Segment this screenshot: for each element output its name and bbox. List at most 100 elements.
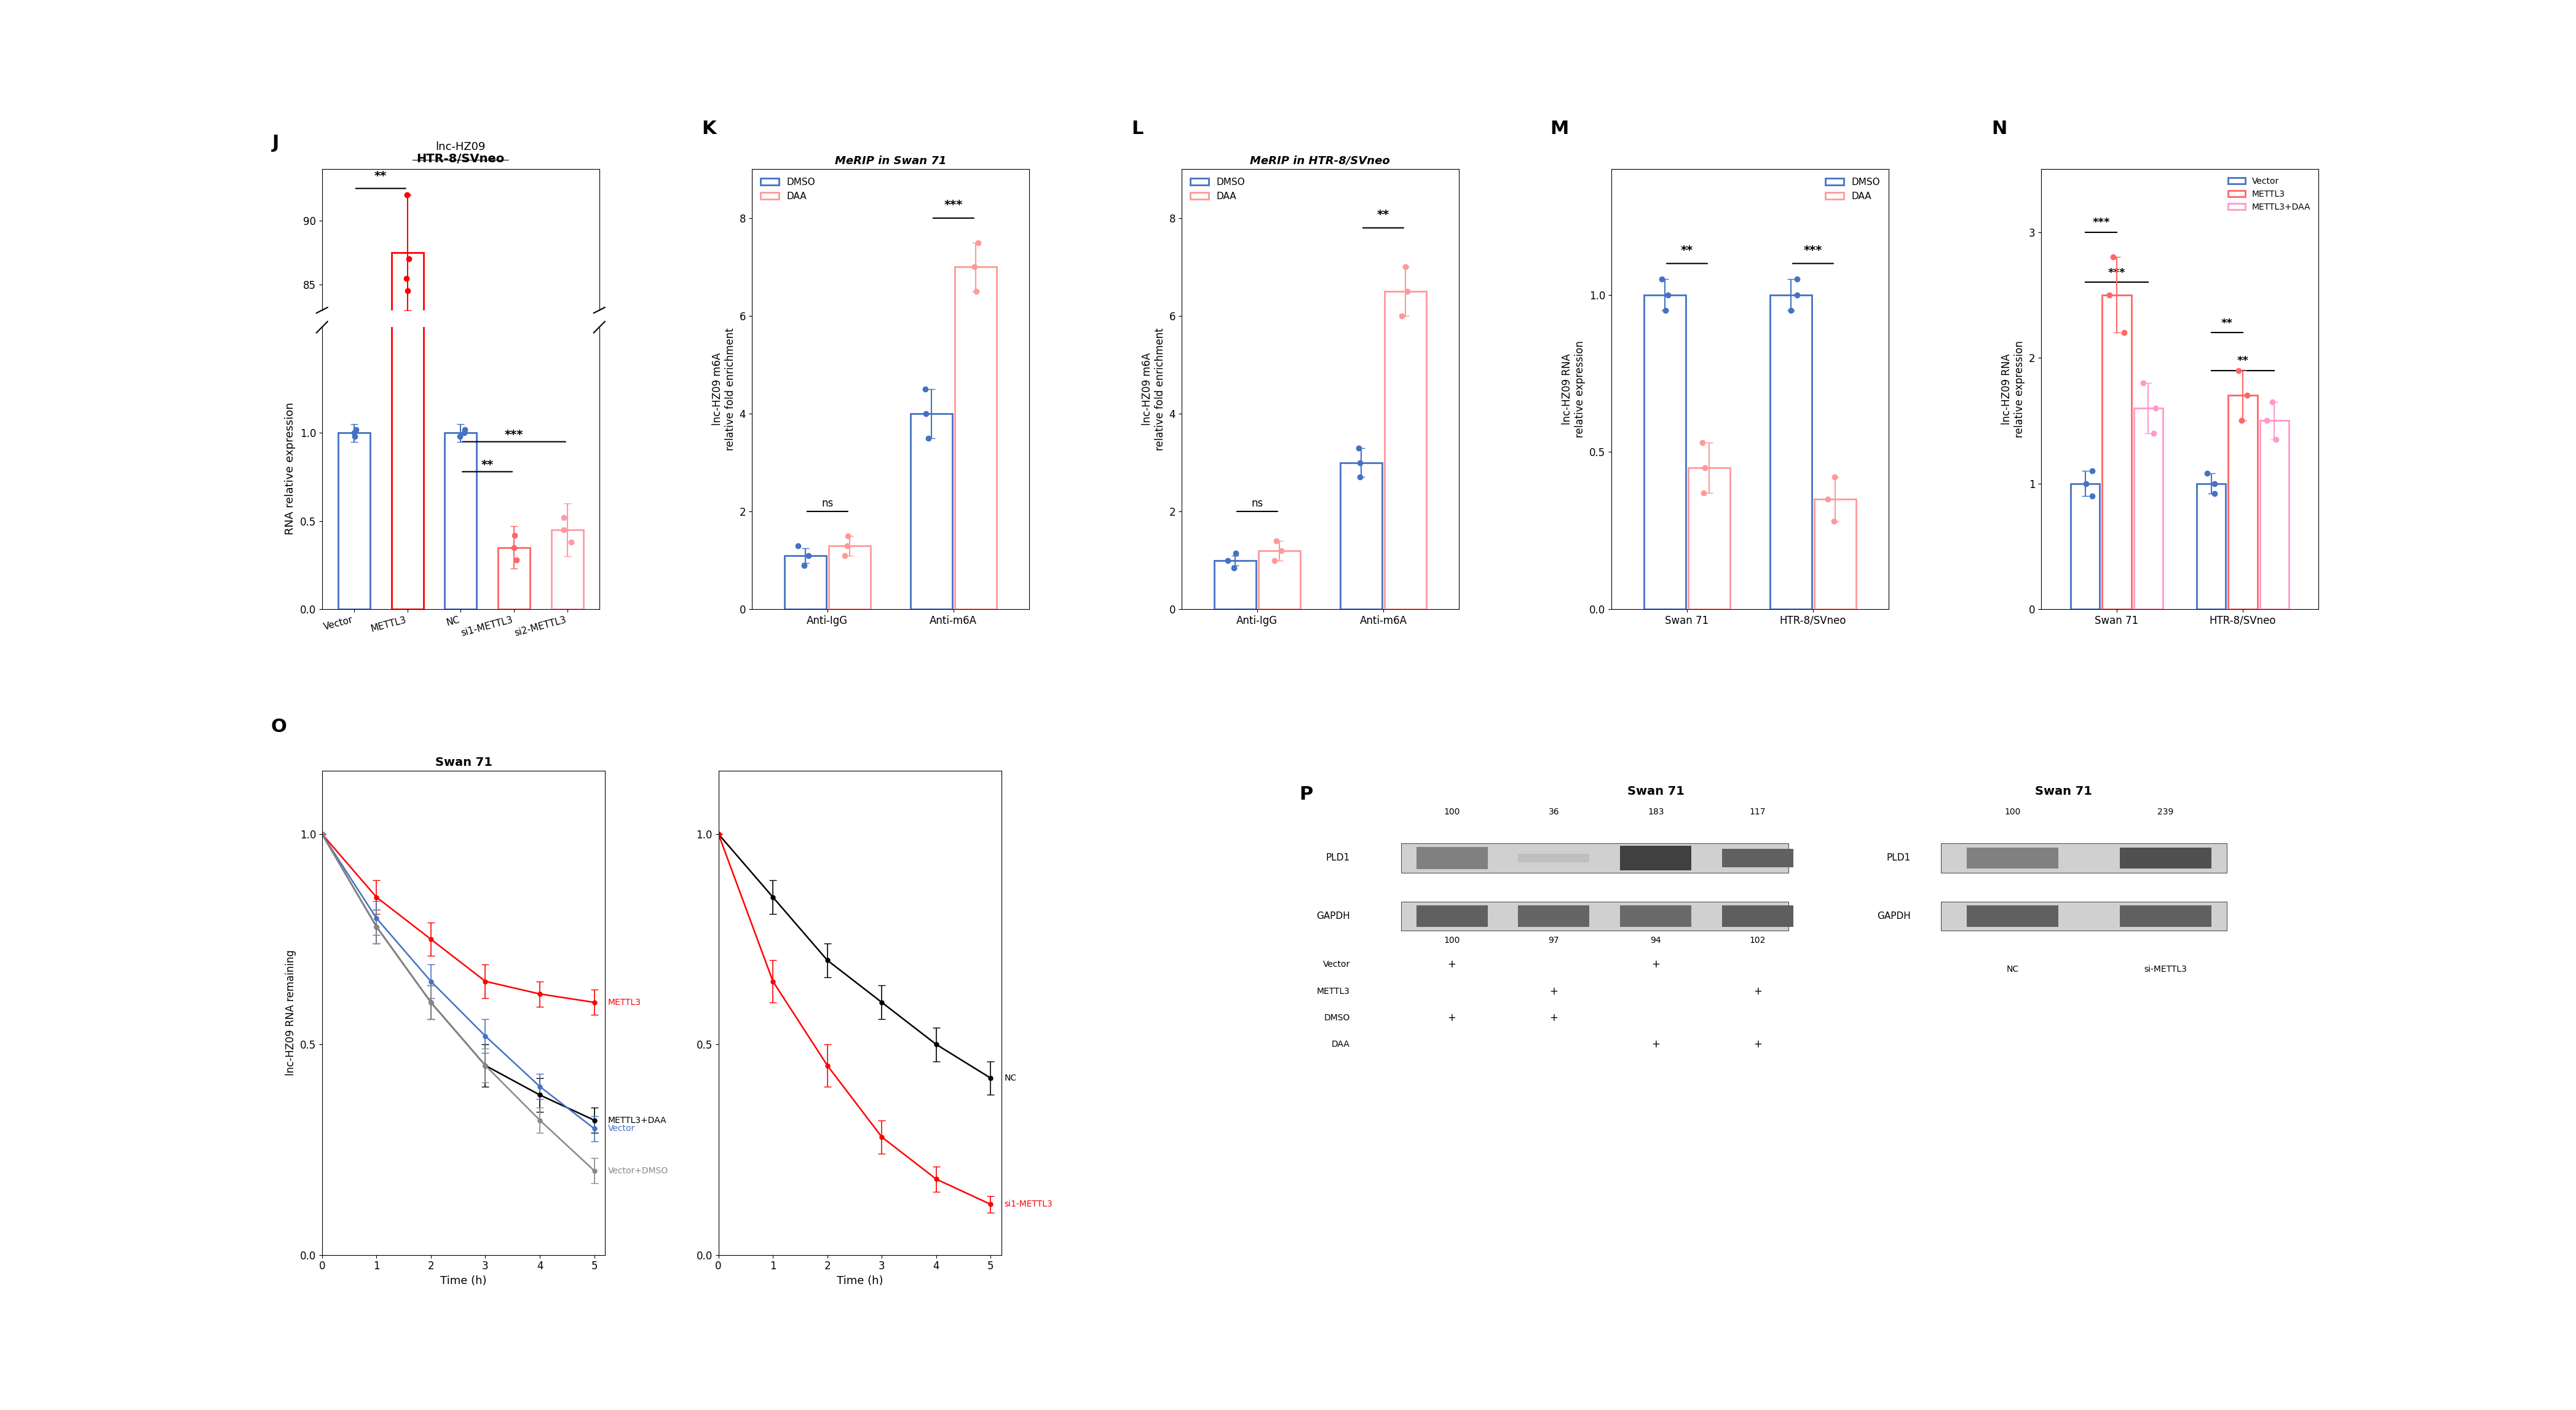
Text: METTL3: METTL3 xyxy=(608,998,641,1007)
Text: 239: 239 xyxy=(2156,808,2174,816)
Text: +: + xyxy=(1651,959,1659,970)
Bar xyxy=(786,556,827,609)
Text: 97: 97 xyxy=(1548,936,1558,945)
Bar xyxy=(1417,905,1486,926)
Text: 94: 94 xyxy=(1651,936,1662,945)
Legend: DMSO, DAA: DMSO, DAA xyxy=(1188,173,1249,204)
Bar xyxy=(1687,468,1731,609)
Bar xyxy=(909,413,953,609)
Bar xyxy=(2133,407,2164,609)
Title: MeRIP in HTR-8/SVneo: MeRIP in HTR-8/SVneo xyxy=(1249,155,1391,166)
Text: +: + xyxy=(1551,1012,1558,1024)
Text: 36: 36 xyxy=(1548,808,1558,816)
Y-axis label: lnc-HZ09 m6A
relative fold enrichment: lnc-HZ09 m6A relative fold enrichment xyxy=(1141,327,1164,451)
Text: si-METTL3: si-METTL3 xyxy=(2143,964,2187,974)
Text: Swan 71: Swan 71 xyxy=(2035,785,2092,797)
Title: HTR-8/SVneo: HTR-8/SVneo xyxy=(417,154,505,165)
Text: ***: *** xyxy=(2092,217,2110,228)
Text: NC: NC xyxy=(1005,1074,1018,1083)
Bar xyxy=(1770,295,1811,609)
Bar xyxy=(497,547,531,609)
Text: +: + xyxy=(1551,986,1558,997)
Bar xyxy=(1620,846,1692,870)
Text: **: ** xyxy=(374,171,386,182)
Bar xyxy=(1383,292,1427,609)
FancyBboxPatch shape xyxy=(1401,843,1788,873)
Bar xyxy=(1965,905,2058,926)
Text: ns: ns xyxy=(1252,498,1262,509)
Bar xyxy=(829,546,871,609)
Text: PLD1: PLD1 xyxy=(1327,853,1350,863)
Text: **: ** xyxy=(1378,209,1388,220)
Text: M: M xyxy=(1551,120,1569,138)
Bar xyxy=(551,1369,582,1375)
Bar xyxy=(2197,484,2226,609)
Text: Swan 71: Swan 71 xyxy=(1628,785,1685,797)
Text: ***: *** xyxy=(1803,245,1821,257)
Text: L: L xyxy=(1131,120,1144,138)
Text: NC: NC xyxy=(2007,964,2020,974)
Bar xyxy=(497,1371,531,1375)
Text: GAPDH: GAPDH xyxy=(1316,911,1350,921)
Text: +: + xyxy=(1754,986,1762,997)
Y-axis label: lnc-HZ09 RNA remaining: lnc-HZ09 RNA remaining xyxy=(286,950,296,1076)
Bar xyxy=(2259,420,2290,609)
Bar xyxy=(337,1362,371,1375)
Text: 100: 100 xyxy=(1443,936,1461,945)
Text: lnc-HZ09: lnc-HZ09 xyxy=(435,141,487,152)
Text: METTL3: METTL3 xyxy=(1316,987,1350,995)
Text: **: ** xyxy=(2236,355,2249,367)
FancyBboxPatch shape xyxy=(1401,901,1788,931)
Text: N: N xyxy=(1991,120,2007,138)
Text: si1-METTL3: si1-METTL3 xyxy=(1005,1200,1054,1208)
Bar xyxy=(337,433,371,609)
FancyBboxPatch shape xyxy=(1942,843,2226,873)
Text: Vector+DMSO: Vector+DMSO xyxy=(608,1166,667,1175)
Bar xyxy=(551,530,582,609)
Text: ***: *** xyxy=(505,429,523,441)
Legend: DMSO, DAA: DMSO, DAA xyxy=(1821,173,1883,204)
Bar xyxy=(1213,560,1257,609)
Bar xyxy=(1340,462,1381,609)
Text: 100: 100 xyxy=(1443,808,1461,816)
Y-axis label: lnc-HZ09 RNA
relative expression: lnc-HZ09 RNA relative expression xyxy=(1561,341,1587,437)
Text: ns: ns xyxy=(822,498,832,509)
Text: PLD1: PLD1 xyxy=(1886,853,1911,863)
Text: P: P xyxy=(1298,785,1314,804)
Bar xyxy=(956,266,997,609)
Legend: DMSO, DAA: DMSO, DAA xyxy=(757,173,819,204)
Text: DAA: DAA xyxy=(1332,1041,1350,1049)
Bar xyxy=(2120,905,2210,926)
X-axis label: Time (h): Time (h) xyxy=(837,1276,884,1286)
Text: METTL3+DAA: METTL3+DAA xyxy=(608,1115,667,1125)
Text: **: ** xyxy=(482,458,495,471)
Text: +: + xyxy=(1448,1012,1455,1024)
Bar xyxy=(2228,395,2257,609)
Bar xyxy=(1721,905,1793,926)
Text: 117: 117 xyxy=(1749,808,1767,816)
Text: DMSO: DMSO xyxy=(1324,1014,1350,1022)
Text: J: J xyxy=(273,134,278,152)
Text: Vector: Vector xyxy=(608,1124,636,1134)
Text: Vector: Vector xyxy=(1321,960,1350,969)
Text: **: ** xyxy=(2221,317,2233,329)
Text: **: ** xyxy=(1680,245,1692,257)
Text: 183: 183 xyxy=(1649,808,1664,816)
Text: +: + xyxy=(1651,1039,1659,1050)
Legend: Vector, METTL3, METTL3+DAA: Vector, METTL3, METTL3+DAA xyxy=(2226,173,2313,214)
Bar xyxy=(1517,853,1589,863)
X-axis label: Time (h): Time (h) xyxy=(440,1276,487,1286)
Bar xyxy=(392,252,422,1375)
Text: ─────────────────────: ───────────────────── xyxy=(412,157,510,165)
Bar xyxy=(1643,295,1685,609)
Bar xyxy=(1965,847,2058,869)
Bar xyxy=(446,1362,477,1375)
Bar xyxy=(1721,849,1793,867)
Text: K: K xyxy=(701,120,716,138)
Bar xyxy=(1260,550,1301,609)
Text: O: O xyxy=(270,718,286,736)
Bar xyxy=(2071,484,2099,609)
Y-axis label: RNA relative expression: RNA relative expression xyxy=(283,402,296,534)
Text: ***: *** xyxy=(943,199,963,210)
Title: Swan 71: Swan 71 xyxy=(435,757,492,768)
